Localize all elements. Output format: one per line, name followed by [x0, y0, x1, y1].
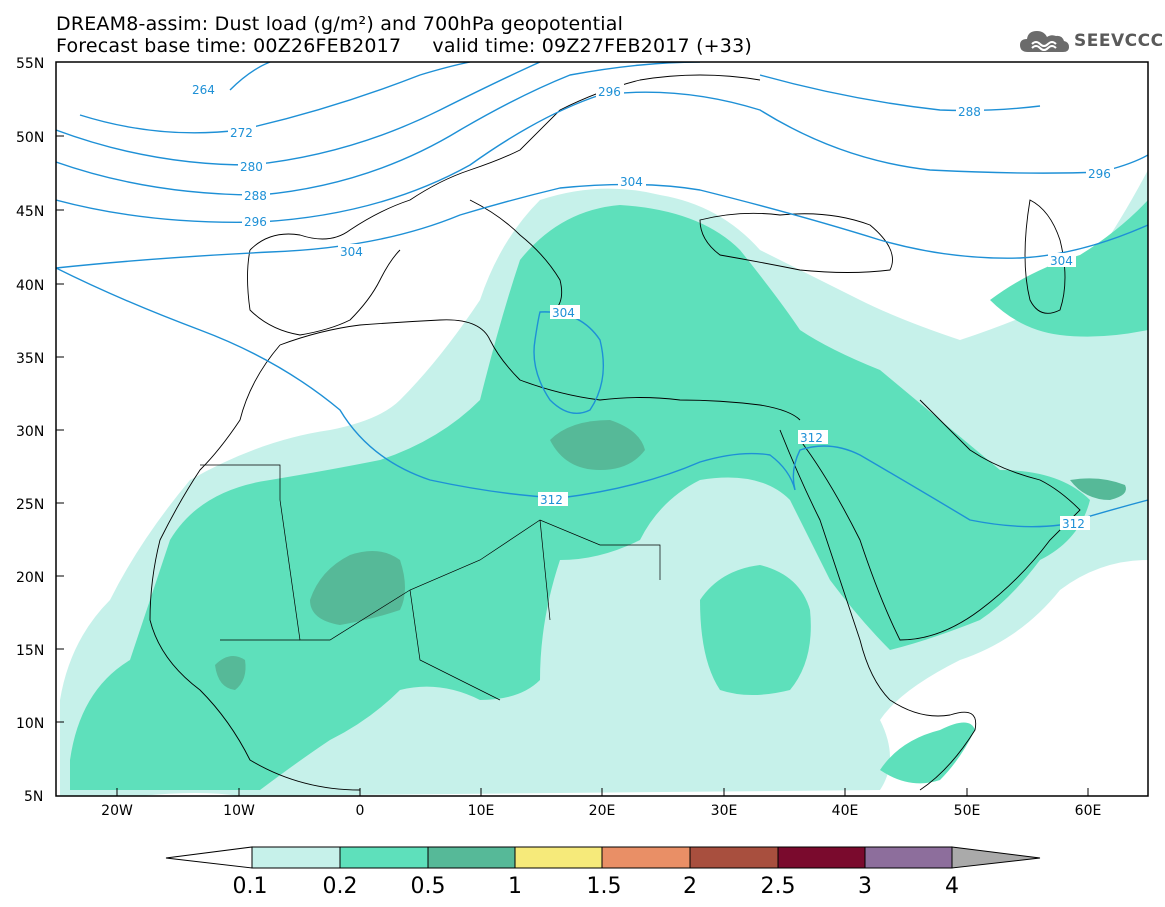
logo-text: SEEVCCC [1074, 31, 1164, 51]
lon-label: 20W [101, 803, 133, 819]
dust-area-dark-mali [215, 656, 246, 690]
longitude-labels: 20W 10W 0 10E 20E 30E 40E 50E 60E [101, 803, 1101, 819]
contour-label: 280 [240, 160, 263, 174]
contour-label: 288 [244, 189, 267, 203]
colorbar-left-arrow [165, 846, 253, 869]
colorbar-segment [689, 846, 779, 869]
lat-label: 40N [16, 278, 44, 294]
colorbar-label: 0.1 [233, 874, 268, 899]
seevccc-logo: SEEVCCC [1018, 26, 1164, 56]
coast-italy [469, 199, 563, 311]
lon-label: 30E [711, 803, 738, 819]
colorbar-label: 0.5 [411, 874, 446, 899]
contour-264 [229, 62, 271, 91]
lat-label: 10N [16, 716, 44, 732]
map-subtitle: Forecast base time: 00Z26FEB2017 valid t… [56, 35, 752, 57]
contour-label: 304 [620, 175, 643, 189]
coast-north-africa [279, 319, 801, 421]
colorbar-right-arrow [951, 846, 1041, 869]
cloud-icon [1020, 31, 1069, 52]
contour-label: 296 [598, 85, 621, 99]
contour-labels: 264 272 280 288 296 304 296 288 296 304 … [190, 82, 1114, 531]
coast-red-sea [779, 429, 891, 701]
contour-label: 312 [540, 493, 563, 507]
latitude-labels: 55N 50N 45N 40N 35N 30N 25N 20N 15N 10N … [16, 56, 44, 805]
contour-288-west [56, 62, 701, 196]
lon-label: 40E [832, 803, 859, 819]
lon-label: 10E [468, 803, 495, 819]
colorbar-label: 3 [858, 874, 872, 899]
coastlines [149, 74, 1081, 791]
dust-area-dark-sahara [310, 551, 405, 625]
contour-label: 304 [1050, 254, 1073, 268]
dust-shading [60, 170, 1148, 796]
lat-label: 30N [16, 424, 44, 440]
colorbar-segment [601, 846, 691, 869]
dust-area-medium-ne [990, 200, 1148, 337]
contour-304-closed [533, 311, 605, 414]
coast-arabia [799, 399, 1081, 641]
contour-label: 304 [552, 306, 575, 320]
lat-label: 5N [24, 789, 43, 805]
contour-label: 288 [958, 105, 981, 119]
coast-horn [889, 699, 977, 791]
contour-288-east [759, 74, 1041, 112]
lon-label: 0 [356, 803, 365, 819]
lon-label: 50E [954, 803, 981, 819]
colorbar-segment [777, 846, 866, 869]
contour-312 [56, 267, 1148, 528]
border-sahel [220, 519, 551, 701]
colorbar-label: 2 [683, 874, 697, 899]
contour-label: 312 [800, 431, 823, 445]
colorbar-label: 2.5 [761, 874, 796, 899]
colorbar-segment [251, 846, 341, 869]
axis-ticks [56, 61, 1089, 796]
dust-area-medium-horn [880, 722, 975, 784]
contour-280 [56, 62, 541, 166]
contour-label: 296 [244, 215, 267, 229]
lat-label: 35N [16, 351, 44, 367]
contour-label: 296 [1088, 167, 1111, 181]
colorbar-segment [864, 846, 953, 869]
lat-label: 25N [16, 497, 44, 513]
contour-label: 304 [340, 245, 363, 259]
colorbar-labels: 0.1 0.2 0.5 1 1.5 2 2.5 3 4 [233, 874, 960, 899]
contour-label: 312 [1062, 517, 1085, 531]
coast-black-sea [699, 212, 893, 273]
colorbar-label: 4 [945, 874, 959, 899]
colorbar [165, 846, 1041, 869]
colorbar-segment [339, 846, 429, 869]
dust-area-medium [70, 205, 1090, 790]
dust-area-medium-east [700, 565, 811, 695]
lat-label: 45N [16, 204, 44, 220]
coast-west-africa [149, 344, 361, 791]
colorbar-label: 0.2 [323, 874, 358, 899]
contour-272 [79, 62, 471, 134]
colorbar-segment [514, 846, 603, 869]
lat-label: 55N [16, 56, 44, 72]
coast-caspian [1024, 199, 1066, 314]
lat-label: 20N [16, 570, 44, 586]
coast-iberia [247, 249, 401, 336]
coast-europe [249, 74, 761, 251]
colorbar-label: 1.5 [587, 874, 622, 899]
colorbar-segment [427, 846, 516, 869]
contour-label: 272 [230, 126, 253, 140]
dust-area-dark-libya [550, 420, 645, 470]
lon-label: 60E [1075, 803, 1102, 819]
lat-label: 50N [16, 130, 44, 146]
lon-label: 10W [223, 803, 255, 819]
map-title: DREAM8-assim: Dust load (g/m²) and 700hP… [56, 13, 624, 35]
colorbar-label: 1 [508, 874, 522, 899]
lon-label: 20E [589, 803, 616, 819]
lat-label: 15N [16, 643, 44, 659]
dust-area-dark-arabia [1070, 478, 1126, 500]
contour-label: 264 [192, 83, 215, 97]
